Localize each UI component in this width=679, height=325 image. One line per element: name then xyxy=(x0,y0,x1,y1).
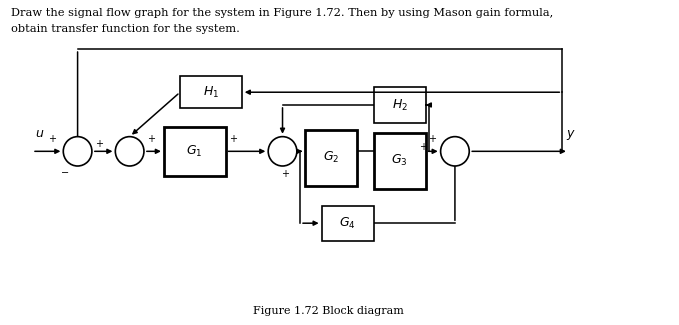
Bar xyxy=(180,76,242,108)
Bar xyxy=(373,133,426,189)
Bar xyxy=(322,206,373,241)
Text: $+$: $+$ xyxy=(94,137,104,149)
Text: $+$: $+$ xyxy=(147,133,156,144)
Text: $G_2$: $G_2$ xyxy=(323,150,340,165)
Text: $y$: $y$ xyxy=(566,128,575,142)
Text: $+$: $+$ xyxy=(281,168,291,179)
Ellipse shape xyxy=(268,136,297,166)
Text: Figure 1.72 Block diagram: Figure 1.72 Block diagram xyxy=(253,306,403,316)
Bar xyxy=(373,87,426,123)
Text: Draw the signal flow graph for the system in Figure 1.72. Then by using Mason ga: Draw the signal flow graph for the syste… xyxy=(12,7,553,18)
Text: $G_1$: $G_1$ xyxy=(187,144,203,159)
Text: $H_1$: $H_1$ xyxy=(203,85,219,100)
Text: $+$: $+$ xyxy=(428,133,437,144)
Ellipse shape xyxy=(441,136,469,166)
Text: $+$: $+$ xyxy=(418,141,428,152)
Ellipse shape xyxy=(63,136,92,166)
Text: $u$: $u$ xyxy=(35,127,45,140)
Bar xyxy=(306,130,357,186)
Text: $H_2$: $H_2$ xyxy=(392,98,407,112)
Text: $G_4$: $G_4$ xyxy=(340,216,356,231)
Ellipse shape xyxy=(115,136,144,166)
Text: obtain transfer function for the system.: obtain transfer function for the system. xyxy=(12,23,240,33)
Text: $+$: $+$ xyxy=(229,133,238,144)
Text: $+$: $+$ xyxy=(48,133,57,144)
Text: $G_3$: $G_3$ xyxy=(391,153,408,168)
Text: $-$: $-$ xyxy=(60,166,69,176)
Bar xyxy=(164,126,225,176)
